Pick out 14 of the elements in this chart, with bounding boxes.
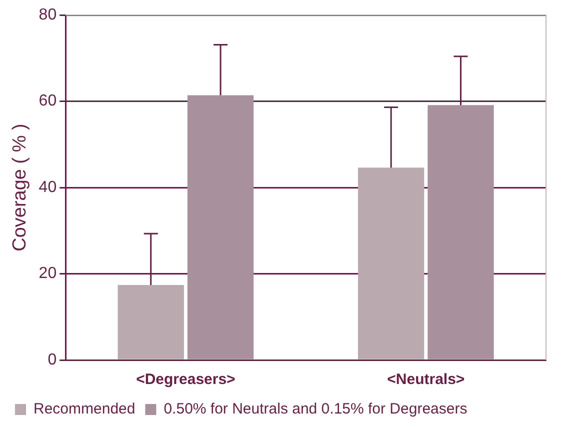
- x-tick-label: <Neutrals>: [387, 371, 465, 388]
- y-tick-label: 80: [38, 6, 57, 24]
- bar: [358, 168, 424, 360]
- legend-label: 0.50% for Neutrals and 0.15% for Degreasers: [164, 400, 468, 418]
- y-tick-label: 60: [38, 92, 57, 110]
- bar: [118, 284, 184, 360]
- x-tick-label: <Degreasers>: [136, 371, 236, 388]
- bar: [428, 105, 494, 360]
- bar: [187, 95, 254, 360]
- y-tick-label: 40: [38, 178, 57, 196]
- legend-label: Recommended: [34, 400, 136, 418]
- y-tick-label: 20: [38, 265, 57, 282]
- y-axis-title: Coverage ( % ): [10, 124, 31, 252]
- y-tick-label: 0: [48, 351, 57, 368]
